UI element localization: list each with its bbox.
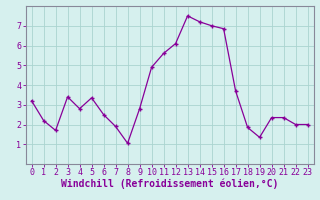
X-axis label: Windchill (Refroidissement éolien,°C): Windchill (Refroidissement éolien,°C) — [61, 179, 278, 189]
